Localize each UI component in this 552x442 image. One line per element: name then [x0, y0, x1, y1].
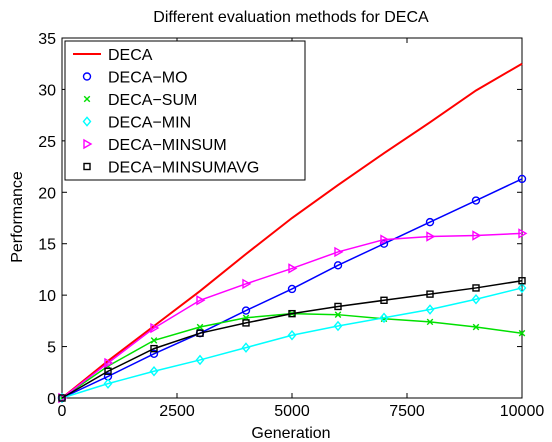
data-point — [425, 304, 435, 315]
data-point — [518, 277, 526, 285]
legend-marker — [83, 138, 93, 150]
legend-entry: DECA−MO — [82, 70, 188, 87]
series-line — [61, 279, 523, 399]
data-point — [334, 302, 342, 311]
data-point — [380, 234, 390, 245]
data-point — [242, 278, 252, 290]
data-point — [196, 329, 204, 337]
legend-marker-stroke — [83, 95, 91, 103]
legend-label: DECA−SUM — [108, 92, 197, 109]
data-point-stroke — [518, 329, 526, 337]
data-point — [58, 394, 66, 402]
data-point — [426, 318, 434, 326]
data-point — [104, 357, 114, 369]
data-point — [196, 295, 206, 306]
data-point — [287, 329, 297, 341]
data-point — [518, 228, 528, 239]
data-point — [241, 306, 251, 315]
data-point — [287, 284, 297, 294]
data-point — [334, 246, 344, 258]
x-tick-label: 2500 — [159, 403, 195, 420]
data-point — [471, 293, 481, 305]
data-point — [104, 367, 112, 375]
y-tick-label: 35 — [38, 31, 56, 48]
data-point — [518, 329, 526, 337]
data-point — [288, 263, 298, 274]
data-point — [149, 365, 159, 377]
y-tick-label: 20 — [38, 185, 56, 202]
data-point — [288, 309, 296, 318]
y-tick-label: 5 — [47, 340, 56, 357]
legend-label: DECA−MINSUM — [108, 137, 227, 154]
data-point-stroke — [334, 311, 342, 318]
data-point — [150, 344, 158, 353]
series-line — [61, 232, 523, 399]
x-tick-label: 7500 — [389, 403, 425, 420]
data-point — [425, 217, 435, 227]
data-point — [426, 231, 436, 242]
legend-marker — [83, 95, 91, 103]
data-point — [149, 349, 159, 358]
data-point — [471, 196, 481, 205]
legend-box — [64, 40, 306, 181]
legend-entry: DECA−MINSUMAVG — [83, 160, 259, 177]
data-point-stroke — [196, 323, 204, 331]
x-tick-label: 5000 — [274, 403, 310, 420]
data-point — [195, 354, 205, 366]
x-tick-label: 10000 — [500, 403, 545, 420]
y-tick-label: 10 — [38, 288, 56, 305]
data-point — [472, 323, 480, 331]
data-point — [379, 312, 389, 324]
legend-label: DECA−MO — [108, 70, 188, 87]
data-point-stroke — [472, 323, 480, 331]
data-point — [517, 174, 527, 184]
data-point — [380, 296, 388, 304]
data-point — [242, 319, 250, 327]
series-line — [61, 62, 523, 399]
data-point — [517, 282, 527, 294]
chart-title: Different evaluation methods for DECA — [153, 9, 429, 26]
legend-entry: DECA — [73, 47, 153, 64]
data-point — [241, 342, 251, 353]
legend-label: DECA — [108, 47, 153, 64]
y-tick-label: 25 — [38, 134, 56, 151]
data-point-stroke — [150, 337, 158, 344]
legend-entry: DECA−SUM — [83, 92, 197, 109]
series-line — [61, 178, 523, 399]
x-axis-title: Generation — [251, 425, 330, 442]
data-point — [333, 320, 343, 332]
y-axis-title: Performance — [9, 171, 26, 263]
y-tick-label: 30 — [38, 82, 56, 99]
series-0 — [61, 62, 523, 399]
series-4 — [58, 228, 528, 404]
y-tick-label: 15 — [38, 237, 56, 254]
data-point — [103, 378, 113, 389]
data-point — [472, 284, 480, 292]
legend-entry: DECA−MINSUM — [83, 137, 227, 154]
legend: DECA DECA−MO DECA−SUM DECA−MIN DECA−MINSUM DE… — [64, 40, 306, 181]
legend-entry: DECA−MIN — [82, 115, 191, 132]
data-point — [333, 261, 343, 270]
data-point — [472, 230, 482, 241]
data-point — [150, 337, 158, 344]
legend-marker — [82, 72, 92, 81]
legend-marker — [83, 162, 91, 171]
series-line — [61, 287, 523, 399]
data-point — [334, 311, 342, 318]
data-point — [426, 290, 434, 298]
legend-label: DECA−MINSUMAVG — [108, 160, 259, 177]
x-tick-label: 0 — [58, 403, 67, 420]
data-point — [196, 323, 204, 331]
data-point-stroke — [426, 318, 434, 326]
legend-marker — [82, 116, 92, 127]
data-point — [150, 322, 160, 334]
legend-label: DECA−MIN — [108, 115, 191, 132]
y-tick-label: 0 — [47, 391, 56, 408]
series-5 — [58, 277, 526, 402]
